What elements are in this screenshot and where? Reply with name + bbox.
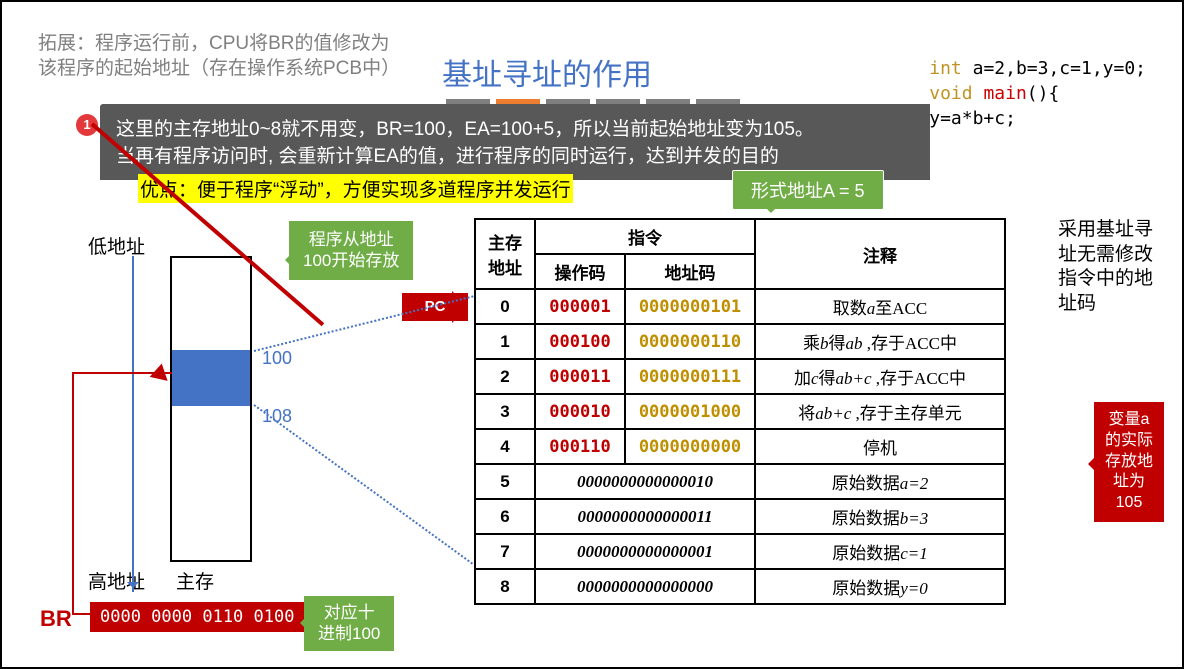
col-annot: 注释 xyxy=(755,219,1005,289)
memory-column xyxy=(170,256,252,562)
br-label: BR xyxy=(40,606,72,632)
memory-program-region xyxy=(172,350,250,406)
table-row: 10001000000000110乘b得ab ,存于ACC中 xyxy=(475,324,1005,359)
program-start-callout: 程序从地址 100开始存放 xyxy=(288,220,414,281)
table-row: 70000000000000001原始数据c=1 xyxy=(475,534,1005,569)
table-row: 30000100000001000将ab+c ,存于主存单元 xyxy=(475,394,1005,429)
red-h-line2 xyxy=(72,613,90,615)
low-address-label: 低地址 xyxy=(88,232,145,259)
dotted-line-bottom xyxy=(253,404,473,564)
memory-marker-108: 108 xyxy=(262,406,292,427)
red-h-line xyxy=(72,372,172,374)
top-extension-note: 拓展：程序运行前，CPU将BR的值修改为 该程序的起始地址（存在操作系统PCB中… xyxy=(38,32,400,81)
table-row: 50000000000000010原始数据a=2 xyxy=(475,464,1005,499)
banner-line2: 当再有程序访问时, 会重新计算EA的值，进行程序的同时运行，达到并发的目的 xyxy=(116,146,779,167)
dotted-line-top xyxy=(254,294,478,352)
variable-a-callout: 变量a的实际存放地址为105 xyxy=(1094,402,1164,522)
explanation-banner: 1 这里的主存地址0~8就不用变，BR=100，EA=100+5，所以当前起始地… xyxy=(100,104,930,180)
col-instr: 指令 xyxy=(535,219,755,254)
red-v-line xyxy=(72,372,74,614)
pc-arrow: PC xyxy=(402,293,468,321)
col-opcode: 操作码 xyxy=(535,254,625,289)
page-title: 基址寻址的作用 xyxy=(442,50,652,94)
memory-marker-100: 100 xyxy=(262,348,292,369)
table-row: 80000000000000000原始数据y=0 xyxy=(475,569,1005,604)
col-addr: 主存地址 xyxy=(475,219,535,289)
formal-address-callout: 形式地址A = 5 xyxy=(732,170,884,210)
br-register-value: 0000 0000 0110 0100 xyxy=(90,602,304,632)
advantage-highlight: 优点：便于程序“浮动”，方便实现多道程序并发运行 xyxy=(138,174,573,203)
instruction-table: 主存地址 指令 注释 操作码 地址码 00000010000000101取数a至… xyxy=(474,218,1006,605)
top-note-l2: 该程序的起始地址（存在操作系统PCB中） xyxy=(38,58,400,79)
table-row: 40001100000000000停机 xyxy=(475,429,1005,464)
code-snippet: int a=2,b=3,c=1,y=0; void main(){ y=a*b+… xyxy=(929,56,1146,132)
side-note-right: 采用基址寻址无需修改指令中的地址码 xyxy=(1058,218,1158,317)
col-addrcode: 地址码 xyxy=(625,254,755,289)
main-memory-label: 主存 xyxy=(176,567,214,594)
table-row: 60000000000000011原始数据b=3 xyxy=(475,499,1005,534)
br-decimal-callout: 对应十 进制100 xyxy=(304,596,394,651)
table-row: 20000110000000111加c得ab+c ,存于ACC中 xyxy=(475,359,1005,394)
table-row: 00000010000000101取数a至ACC xyxy=(475,289,1005,324)
address-direction-arrow xyxy=(132,256,134,592)
banner-line1: 这里的主存地址0~8就不用变，BR=100，EA=100+5，所以当前起始地址变… xyxy=(116,119,814,140)
top-note-l1: 拓展：程序运行前，CPU将BR的值修改为 xyxy=(38,33,390,54)
